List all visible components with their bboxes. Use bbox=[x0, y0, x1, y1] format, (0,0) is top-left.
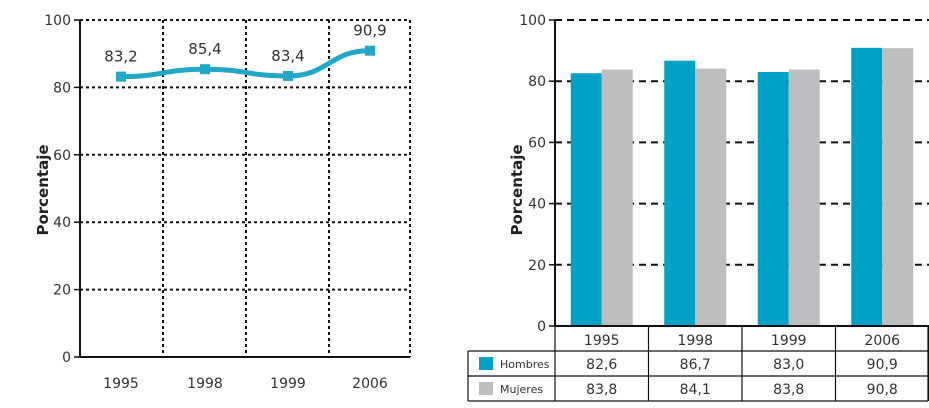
legend-label: Hombres bbox=[500, 358, 550, 371]
x-tick-label: 1995 bbox=[103, 376, 139, 392]
data-label: 86,7 bbox=[680, 357, 711, 373]
x-tick-label: 1998 bbox=[677, 333, 713, 349]
y-axis-label: Porcentaje bbox=[508, 144, 526, 235]
data-label: 85,4 bbox=[188, 40, 221, 58]
y-tick-label: 40 bbox=[528, 197, 546, 213]
data-label: 83,2 bbox=[104, 48, 137, 66]
x-tick-label: 1999 bbox=[270, 376, 306, 392]
data-label: 83,8 bbox=[773, 382, 804, 398]
bar-mujeres bbox=[695, 68, 727, 327]
x-tick-label: 2006 bbox=[864, 333, 900, 349]
series-line bbox=[118, 48, 373, 80]
line-chart: 0 20 40 60 80 100 1995 1998 1999 2006 Porcentaje 83… bbox=[34, 13, 411, 392]
data-label: 83,0 bbox=[773, 357, 804, 373]
y-tick-label: 60 bbox=[53, 148, 71, 164]
y-tick-label: 60 bbox=[528, 135, 546, 151]
bar-chart: 0 20 40 60 80 100 Porcentaje 1995 1998 1999 2006 Ho… bbox=[467, 13, 929, 402]
data-label: 90,9 bbox=[867, 357, 898, 373]
legend-swatch-mujeres bbox=[479, 382, 493, 395]
y-tick-label: 0 bbox=[537, 319, 546, 335]
bar-mujeres bbox=[601, 69, 633, 327]
data-label: 83,4 bbox=[271, 47, 304, 65]
y-tick-label: 0 bbox=[62, 350, 71, 366]
data-point bbox=[116, 71, 126, 82]
y-tick-label: 20 bbox=[528, 258, 546, 274]
data-point bbox=[365, 45, 375, 56]
data-label: 84,1 bbox=[680, 382, 711, 398]
bar-hombres bbox=[851, 47, 883, 326]
x-tick-label: 1998 bbox=[187, 376, 223, 392]
y-tick-label: 20 bbox=[53, 283, 71, 299]
y-axis-label: Porcentaje bbox=[34, 144, 52, 235]
y-tick-label: 80 bbox=[53, 80, 71, 96]
x-tick-label: 1995 bbox=[584, 333, 620, 349]
data-label: 90,8 bbox=[867, 382, 898, 398]
legend-label: Mujeres bbox=[500, 383, 543, 396]
y-tick-label: 80 bbox=[528, 74, 546, 90]
bar-hombres bbox=[570, 73, 602, 326]
y-tick-label: 100 bbox=[519, 13, 546, 29]
data-label: 83,8 bbox=[586, 382, 617, 398]
data-point bbox=[283, 70, 293, 81]
y-tick-label: 100 bbox=[44, 13, 71, 29]
bar-mujeres bbox=[788, 69, 820, 327]
x-tick-label: 1999 bbox=[771, 333, 807, 349]
data-label: 82,6 bbox=[586, 357, 617, 373]
data-point bbox=[200, 64, 210, 75]
bar-mujeres bbox=[882, 48, 914, 326]
x-tick-label: 2006 bbox=[352, 376, 388, 392]
bar-hombres bbox=[757, 72, 789, 327]
data-label: 90,9 bbox=[353, 22, 386, 40]
bar-hombres bbox=[664, 60, 696, 326]
y-tick-label: 40 bbox=[53, 215, 71, 231]
legend-swatch-hombres bbox=[479, 357, 493, 370]
